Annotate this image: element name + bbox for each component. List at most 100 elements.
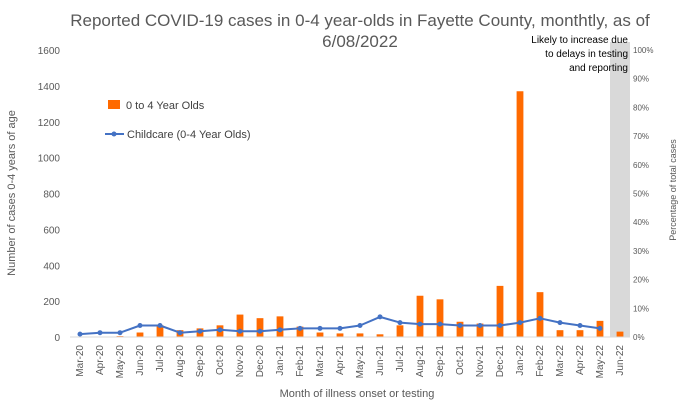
x-tick-label: Oct-20 — [215, 345, 226, 375]
bar-feb-22 — [536, 292, 544, 337]
y-axis-title: Number of cases 0-4 years of age — [6, 110, 18, 276]
line-point-jan-21 — [277, 327, 283, 333]
line-point-jun-21 — [377, 314, 383, 320]
x-tick-label: Feb-22 — [535, 345, 546, 377]
line-point-mar-20 — [77, 331, 83, 337]
legend: 0 to 4 Year Olds Childcare (0-4 Year Old… — [105, 100, 251, 141]
x-tick-label: Jul-20 — [155, 345, 166, 373]
bar-feb-21 — [296, 326, 304, 337]
bar-jul-21 — [396, 325, 404, 337]
line-point-dec-21 — [497, 323, 503, 329]
y-tick-label: 1000 — [38, 154, 61, 165]
line-point-jul-20 — [157, 323, 163, 329]
note-line-1: Likely to increase due — [531, 35, 628, 46]
line-point-apr-21 — [337, 325, 343, 331]
x-tick-label: Nov-20 — [235, 345, 246, 378]
y-tick-label: 1600 — [38, 46, 61, 57]
note-line-2: to delays in testing — [545, 49, 628, 60]
legend-label-line: Childcare (0-4 Year Olds) — [127, 129, 251, 141]
x-tick-label: Apr-20 — [95, 345, 106, 375]
x-tick-label: Apr-21 — [335, 345, 346, 375]
x-tick-label: Sep-21 — [435, 345, 446, 378]
x-tick-label: May-20 — [115, 345, 126, 379]
line-point-sep-20 — [197, 328, 203, 334]
legend-swatch-marker — [111, 131, 117, 137]
line-point-jul-21 — [397, 320, 403, 326]
y2-tick-label: 60% — [633, 161, 649, 170]
line-point-apr-22 — [577, 323, 583, 329]
y-tick-label: 0 — [54, 333, 60, 344]
y-tick-label: 1400 — [38, 82, 61, 93]
line-point-oct-21 — [457, 323, 463, 329]
x-axis: Mar-20 Apr-20 May-20 Jun-20 Jul-20 Aug-20 Sep-… — [70, 336, 630, 379]
bar-jun-22 — [616, 331, 624, 337]
x-tick-label: May-21 — [355, 345, 366, 379]
line-point-apr-20 — [97, 330, 103, 336]
line-point-nov-20 — [237, 328, 243, 334]
line-point-may-20 — [117, 330, 123, 336]
line-point-dec-20 — [257, 328, 263, 334]
bar-jan-21 — [276, 316, 284, 337]
x-tick-label: Mar-22 — [555, 345, 566, 377]
x-tick-label: Jan-21 — [275, 345, 286, 376]
bar-dec-21 — [496, 285, 504, 337]
x-tick-label: Aug-21 — [415, 345, 426, 378]
bar-dec-20 — [256, 318, 264, 337]
line-point-jun-20 — [137, 323, 143, 329]
x-tick-label: Jun-21 — [375, 345, 386, 376]
y2-tick-label: 10% — [633, 304, 649, 313]
x-tick-label: Jun-22 — [615, 345, 626, 376]
bar-apr-22 — [576, 330, 584, 337]
line-point-feb-21 — [297, 325, 303, 331]
bar-jun-21 — [376, 334, 384, 337]
y2-tick-label: 0% — [633, 333, 645, 342]
bar-may-21 — [356, 333, 364, 337]
y2-axis-title: Percentage of total cases — [668, 139, 678, 241]
x-tick-label: Dec-21 — [495, 345, 506, 378]
y-tick-label: 1200 — [38, 118, 61, 129]
x-axis-title: Month of illness onset or testing — [280, 388, 435, 400]
x-tick-label: Jan-22 — [515, 345, 526, 376]
x-tick-label: Jun-20 — [135, 345, 146, 376]
line-point-may-21 — [357, 323, 363, 329]
y2-tick-label: 90% — [633, 75, 649, 84]
line-series — [77, 314, 603, 337]
x-tick-label: May-22 — [595, 345, 606, 379]
y-tick-label: 800 — [43, 190, 60, 201]
bar-nov-20 — [236, 314, 244, 337]
x-tick-label: Apr-22 — [575, 345, 586, 375]
bar-jun-20 — [136, 332, 144, 337]
right-axis: 0% 10% 20% 30% 40% 50% 60% 70% 80% 90% 100% — [633, 46, 653, 342]
line-point-oct-20 — [217, 327, 223, 333]
line-point-mar-22 — [557, 320, 563, 326]
y2-tick-label: 20% — [633, 276, 649, 285]
note-line-3: and reporting — [569, 63, 628, 74]
legend-swatch-bar — [108, 100, 120, 109]
x-tick-label: Nov-21 — [475, 345, 486, 378]
shaded-region-note: Likely to increase due to delays in test… — [531, 35, 628, 74]
y-tick-label: 400 — [43, 261, 60, 272]
line-point-jan-22 — [517, 320, 523, 326]
y2-tick-label: 100% — [633, 46, 653, 55]
shaded-region-bar — [610, 42, 630, 337]
y-tick-label: 600 — [43, 225, 60, 236]
x-tick-label: Aug-20 — [175, 345, 186, 378]
x-tick-label: Mar-20 — [75, 345, 86, 377]
line-point-aug-20 — [177, 330, 183, 336]
left-axis: 0 200 400 600 800 1000 1200 1400 1600 — [38, 46, 61, 344]
y2-tick-label: 50% — [633, 190, 649, 199]
x-tick-label: Sep-20 — [195, 345, 206, 378]
bar-sep-21 — [436, 299, 444, 337]
bar-jan-22 — [516, 91, 524, 337]
line-point-aug-21 — [417, 321, 423, 327]
x-tick-label: Oct-21 — [455, 345, 466, 375]
line-point-mar-21 — [317, 325, 323, 331]
line-point-may-22 — [597, 325, 603, 331]
legend-label-bar: 0 to 4 Year Olds — [126, 100, 205, 112]
chart-title-line-2: 6/08/2022 — [322, 32, 398, 51]
shaded-region — [610, 42, 630, 337]
y2-tick-label: 70% — [633, 132, 649, 141]
y2-tick-label: 40% — [633, 218, 649, 227]
chart-title-line-1: Reported COVID-19 cases in 0-4 year-olds… — [70, 11, 650, 30]
